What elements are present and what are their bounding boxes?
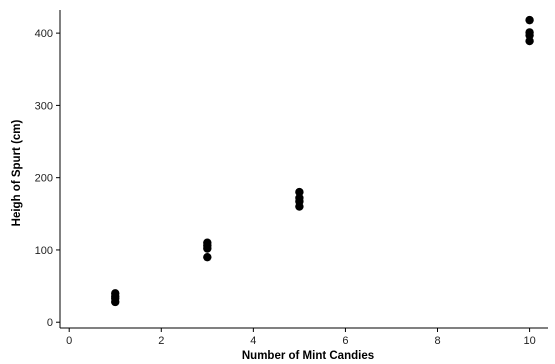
y-tick-label: 400: [35, 28, 53, 40]
y-tick-label: 0: [47, 317, 53, 329]
y-tick-label: 100: [35, 245, 53, 257]
data-point: [525, 15, 534, 25]
data-point: [111, 289, 120, 298]
x-tick-label: 10: [523, 335, 535, 347]
x-axis-title: Number of Mint Candies: [242, 350, 374, 362]
data-point: [295, 187, 304, 197]
data-point: [203, 252, 212, 262]
data-point: [203, 238, 212, 247]
y-axis: 0 100 200 300 400: [35, 10, 61, 329]
data-points: [111, 15, 534, 307]
y-tick-label: 200: [35, 173, 53, 185]
x-tick-label: 2: [158, 335, 164, 347]
x-tick-label: 6: [342, 335, 348, 347]
data-point: [525, 36, 534, 46]
x-axis: 0 2 4 6 8 10: [60, 327, 548, 347]
x-tick-label: 0: [66, 335, 72, 347]
x-tick-label: 8: [434, 335, 440, 347]
data-point: [295, 193, 304, 203]
x-tick-label: 4: [250, 335, 256, 347]
y-axis-title: Heigh of Spurt (cm): [11, 119, 23, 226]
data-point: [525, 28, 534, 37]
y-tick-label: 300: [35, 100, 53, 112]
